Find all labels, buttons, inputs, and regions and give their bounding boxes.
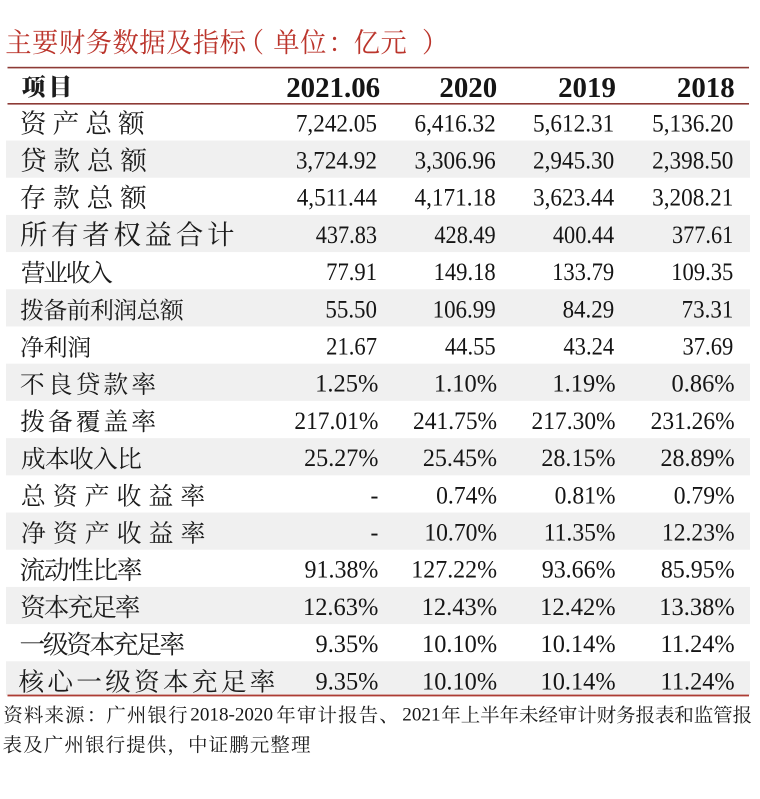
svg-text:2018: 2018 (677, 72, 735, 104)
svg-text:133.79: 133.79 (552, 259, 614, 287)
svg-text:-: - (371, 519, 379, 547)
svg-text:10.14%: 10.14% (541, 668, 616, 696)
svg-text:3,623.44: 3,623.44 (533, 184, 614, 212)
svg-text:5,136.20: 5,136.20 (652, 109, 733, 137)
svg-text:11.24%: 11.24% (661, 631, 735, 659)
svg-text:12.63%: 12.63% (303, 593, 378, 621)
svg-text:12.23%: 12.23% (662, 519, 735, 547)
svg-text:127.22%: 127.22% (411, 556, 497, 584)
svg-text:12.43%: 12.43% (422, 593, 497, 621)
svg-text:2020: 2020 (439, 72, 497, 104)
svg-text:10.10%: 10.10% (422, 668, 497, 696)
svg-text:0.86%: 0.86% (671, 370, 734, 398)
svg-text:13.38%: 13.38% (659, 593, 734, 621)
svg-text:9.35%: 9.35% (316, 631, 379, 659)
svg-text:-: - (371, 482, 379, 510)
svg-text:149.18: 149.18 (434, 259, 496, 287)
svg-text:106.99: 106.99 (433, 295, 496, 323)
svg-text:10.10%: 10.10% (422, 631, 497, 659)
svg-text:12.42%: 12.42% (540, 593, 615, 621)
svg-text:37.69: 37.69 (682, 333, 733, 361)
svg-text:85.95%: 85.95% (661, 556, 735, 584)
svg-text:6,416.32: 6,416.32 (415, 109, 496, 137)
svg-text:55.50: 55.50 (325, 295, 377, 323)
svg-text:400.44: 400.44 (553, 222, 614, 250)
svg-text:0.74%: 0.74% (436, 482, 497, 510)
svg-text:2019: 2019 (558, 72, 616, 104)
svg-text:2021.06: 2021.06 (286, 72, 380, 104)
svg-text:7,242.05: 7,242.05 (296, 109, 377, 137)
svg-text:1.25%: 1.25% (315, 370, 378, 398)
svg-text:217.30%: 217.30% (532, 407, 616, 435)
svg-text:377.61: 377.61 (672, 222, 733, 250)
svg-text:3,208.21: 3,208.21 (652, 184, 733, 212)
svg-text:241.75%: 241.75% (413, 407, 497, 435)
svg-text:0.81%: 0.81% (555, 482, 616, 510)
svg-text:21.67: 21.67 (326, 333, 377, 361)
svg-text:231.26%: 231.26% (651, 407, 735, 435)
svg-text:2021: 2021 (402, 705, 440, 726)
svg-text:28.15%: 28.15% (541, 445, 615, 473)
svg-text:10.14%: 10.14% (541, 631, 616, 659)
svg-text:84.29: 84.29 (563, 295, 615, 323)
svg-text:1.19%: 1.19% (552, 370, 615, 398)
svg-text:4,171.18: 4,171.18 (415, 184, 496, 212)
svg-text:1.10%: 1.10% (434, 370, 497, 398)
svg-text:43.24: 43.24 (563, 333, 614, 361)
svg-text:25.27%: 25.27% (304, 445, 378, 473)
svg-text:5,612.31: 5,612.31 (533, 109, 614, 137)
svg-text:2,945.30: 2,945.30 (533, 147, 614, 175)
svg-text:10.70%: 10.70% (424, 519, 497, 547)
svg-text:93.66%: 93.66% (542, 556, 616, 584)
svg-text:91.38%: 91.38% (305, 556, 379, 584)
svg-text:9.35%: 9.35% (316, 668, 379, 696)
svg-text:217.01%: 217.01% (294, 407, 378, 435)
svg-text:11.35%: 11.35% (544, 519, 616, 547)
svg-text:109.35: 109.35 (671, 259, 733, 287)
svg-text:25.45%: 25.45% (423, 445, 497, 473)
svg-text:3,306.96: 3,306.96 (415, 147, 496, 175)
svg-text:437.83: 437.83 (316, 222, 377, 250)
svg-text:3,724.92: 3,724.92 (296, 147, 377, 175)
svg-text:0.79%: 0.79% (674, 482, 735, 510)
svg-text:28.89%: 28.89% (660, 445, 734, 473)
svg-text:2,398.50: 2,398.50 (652, 147, 733, 175)
svg-text:2018-2020: 2018-2020 (190, 705, 273, 726)
svg-text:77.91: 77.91 (326, 259, 377, 287)
svg-text:4,511.44: 4,511.44 (297, 184, 377, 212)
svg-text:11.24%: 11.24% (661, 668, 735, 696)
svg-text:73.31: 73.31 (682, 295, 734, 323)
svg-text:428.49: 428.49 (434, 222, 495, 250)
svg-text:44.55: 44.55 (445, 333, 496, 361)
